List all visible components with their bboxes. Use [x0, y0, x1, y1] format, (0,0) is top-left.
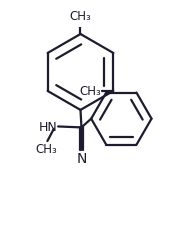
Text: CH₃: CH₃: [79, 85, 101, 98]
Text: N: N: [76, 151, 87, 165]
Text: CH₃: CH₃: [70, 10, 91, 23]
Text: HN: HN: [38, 120, 57, 134]
Text: CH₃: CH₃: [35, 142, 57, 156]
